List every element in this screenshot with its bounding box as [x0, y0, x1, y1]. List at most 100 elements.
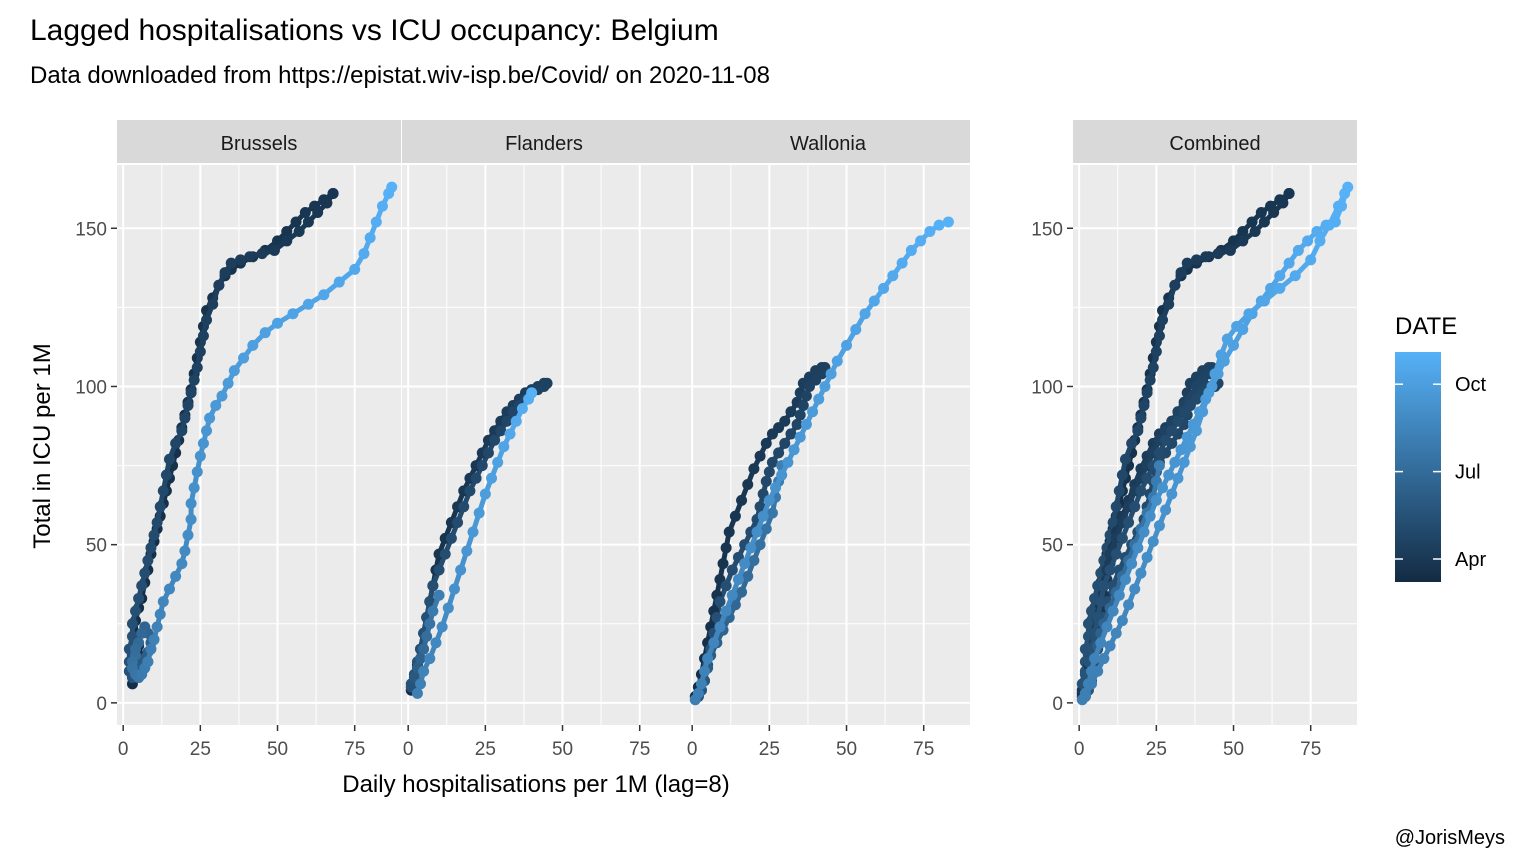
data-point	[729, 510, 741, 522]
data-point	[773, 447, 785, 459]
data-point	[1104, 640, 1116, 652]
data-point	[467, 526, 479, 538]
data-point	[148, 634, 160, 646]
data-point	[136, 627, 148, 639]
strip-label-flanders: Flanders	[505, 133, 583, 155]
data-point	[185, 498, 197, 510]
data-point	[201, 425, 213, 437]
data-point	[1153, 460, 1165, 472]
legend-breaks: Apr Jul Oct	[1395, 374, 1487, 571]
legend-colorbar	[1395, 352, 1441, 582]
data-point	[797, 399, 809, 411]
y-tick-label: 150	[1031, 219, 1063, 240]
data-point	[751, 526, 763, 538]
data-point	[386, 181, 398, 193]
panel-flanders: Flanders 0 25 50 75	[402, 120, 686, 760]
y-tick-label: 100	[1031, 377, 1063, 398]
data-point	[170, 437, 182, 449]
data-point	[182, 529, 194, 541]
data-point	[526, 387, 538, 399]
data-point	[803, 380, 815, 392]
data-point	[126, 618, 138, 630]
data-point	[191, 466, 203, 478]
data-point	[1147, 535, 1159, 547]
x-tick-label: 75	[629, 739, 650, 760]
data-point	[1147, 361, 1159, 373]
data-point	[418, 643, 430, 655]
data-point	[312, 206, 324, 218]
data-point	[204, 412, 216, 424]
data-point	[452, 517, 464, 529]
data-point	[1283, 187, 1295, 199]
y-tick-label: 50	[1042, 536, 1063, 557]
data-point	[1237, 235, 1249, 247]
data-point	[1221, 333, 1233, 345]
data-point	[482, 447, 494, 459]
data-point	[415, 653, 427, 665]
y-tick-label: 100	[75, 377, 107, 398]
data-point	[272, 317, 284, 329]
data-point	[791, 418, 803, 430]
data-point	[760, 475, 772, 487]
data-point	[197, 330, 209, 342]
data-point	[213, 279, 225, 291]
data-point	[711, 611, 723, 623]
strip-combined	[1073, 120, 1357, 163]
strip-brussels	[117, 120, 401, 163]
data-point	[878, 282, 890, 294]
data-point	[1153, 520, 1165, 532]
data-point	[794, 431, 806, 443]
data-point	[1339, 187, 1351, 199]
data-point	[421, 630, 433, 642]
data-point	[748, 463, 760, 475]
data-point	[256, 248, 268, 260]
data-point	[1113, 589, 1125, 601]
data-point	[714, 596, 726, 608]
x-tick-label: 75	[913, 739, 934, 760]
data-point	[510, 415, 522, 427]
data-point	[813, 393, 825, 405]
data-point	[1095, 596, 1107, 608]
data-point	[185, 387, 197, 399]
data-point	[1160, 434, 1172, 446]
y-tick-label: 0	[96, 694, 107, 715]
data-point	[358, 248, 370, 260]
color-legend: DATE Apr Jul Oct	[1395, 313, 1487, 582]
data-point	[720, 605, 732, 617]
trajectory-brussels-1	[123, 187, 339, 684]
data-point	[225, 257, 237, 269]
series-wallonia	[689, 216, 954, 706]
plot-background-flanders	[402, 165, 686, 725]
data-point	[1119, 453, 1131, 465]
data-point	[1079, 691, 1091, 703]
data-point	[436, 621, 448, 633]
data-point	[800, 418, 812, 430]
data-point	[207, 298, 219, 310]
data-point	[1153, 447, 1165, 459]
data-point	[896, 257, 908, 269]
data-point	[154, 608, 166, 620]
data-point	[136, 580, 148, 592]
data-point	[732, 573, 744, 585]
x-tick-label: 0	[687, 739, 698, 760]
data-point	[281, 235, 293, 247]
data-point	[1274, 270, 1286, 282]
data-point	[695, 678, 707, 690]
data-point	[492, 456, 504, 468]
data-point	[720, 542, 732, 554]
data-point	[1292, 244, 1304, 256]
data-point	[831, 355, 843, 367]
data-point	[1258, 295, 1270, 307]
x-axis-brussels: 0 25 50 75	[118, 725, 365, 760]
data-point	[1184, 441, 1196, 453]
data-point	[763, 494, 775, 506]
data-point	[915, 235, 927, 247]
data-point	[501, 415, 513, 427]
legend-title: DATE	[1395, 313, 1457, 340]
data-point	[244, 251, 256, 263]
data-point	[1274, 282, 1286, 294]
data-point	[1150, 494, 1162, 506]
data-point	[1231, 320, 1243, 332]
panel-brussels: Brussels 0 25 50 75 0 50 100 150	[75, 120, 401, 760]
